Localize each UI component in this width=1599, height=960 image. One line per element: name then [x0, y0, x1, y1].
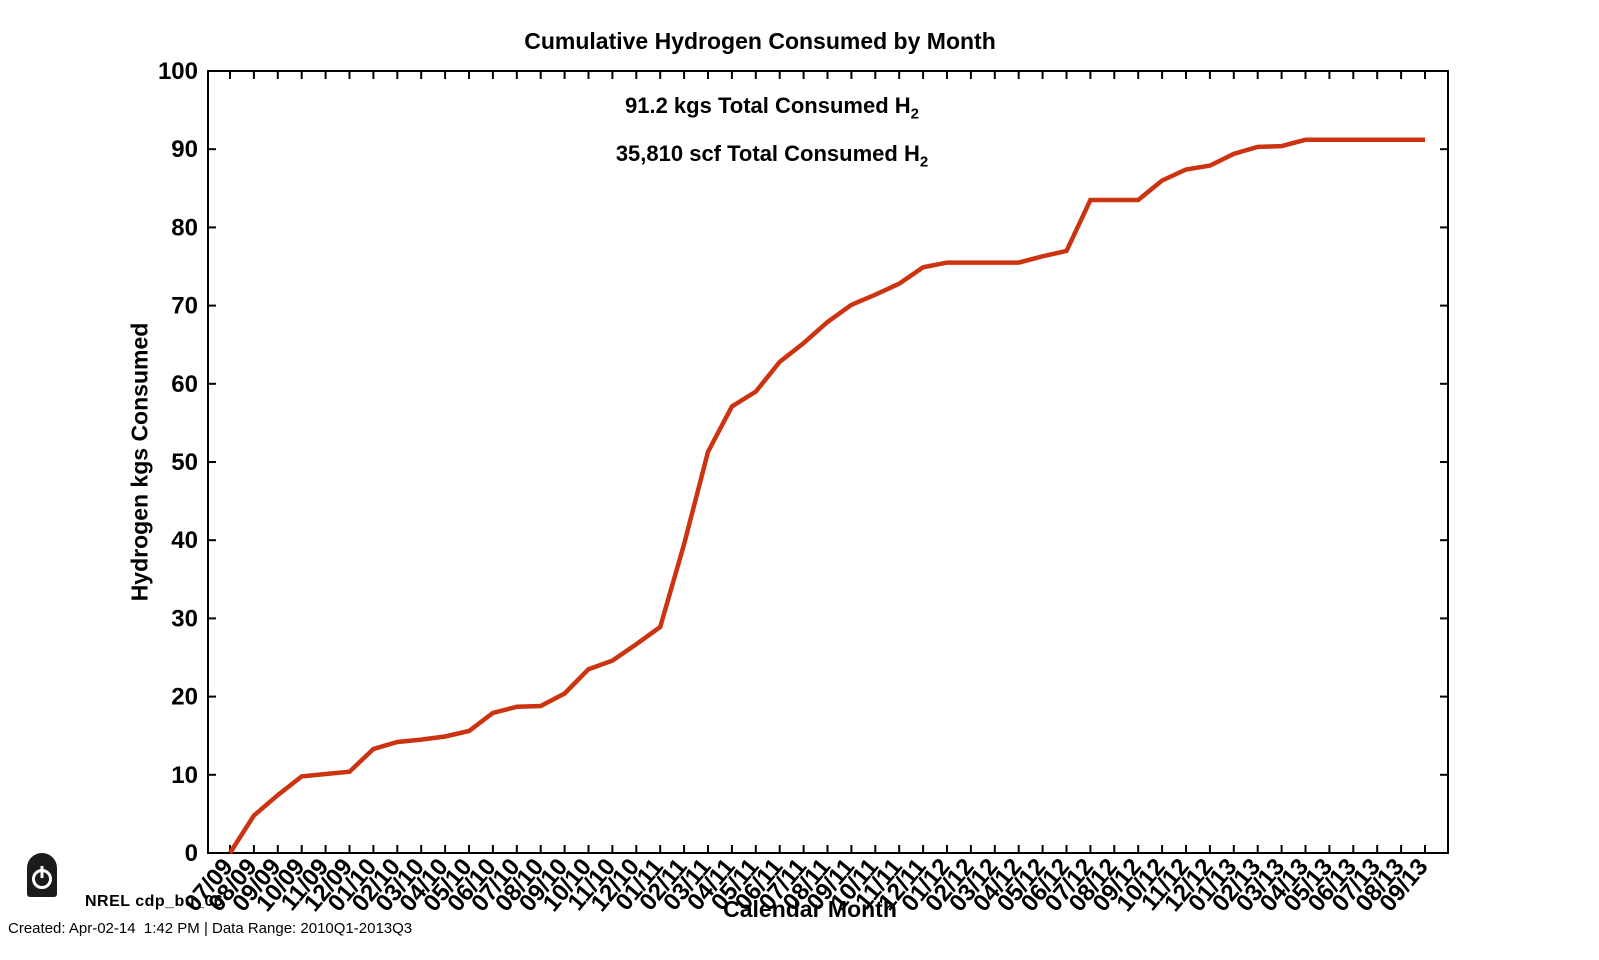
y-tick-label: 20: [171, 684, 198, 711]
chart-title: Cumulative Hydrogen Consumed by Month: [524, 28, 996, 54]
y-tick-label: 80: [171, 214, 198, 241]
y-tick-label: 70: [171, 293, 198, 320]
y-tick-label: 0: [185, 840, 198, 867]
y-axis-label: Hydrogen kgs Consumed: [126, 322, 153, 602]
nrel-report-id: NREL cdp_bu_06: [85, 893, 224, 910]
x-axis-label: Calendar Month: [723, 896, 897, 922]
created-timestamp: Created: Apr-02-14 1:42 PM | Data Range:…: [8, 920, 413, 937]
power-icon: [27, 853, 57, 897]
y-tick-label: 40: [171, 527, 198, 554]
y-tick-label: 90: [171, 136, 198, 163]
annotation-total-kgs: 91.2 kgs Total Consumed H2: [625, 93, 919, 123]
cumulative-line: [228, 137, 1425, 855]
y-tick-label: 100: [158, 58, 198, 85]
y-tick-label: 60: [171, 371, 198, 398]
y-tick-label: 10: [171, 762, 198, 789]
annotation-total-scf: 35,810 scf Total Consumed H2: [615, 141, 929, 171]
y-tick-label: 30: [171, 605, 198, 632]
annotations-block: 91.2 kgs Total Consumed H2 35,810 scf To…: [272, 86, 1272, 183]
y-tick-label: 50: [171, 449, 198, 476]
plot-border: [207, 70, 1449, 854]
